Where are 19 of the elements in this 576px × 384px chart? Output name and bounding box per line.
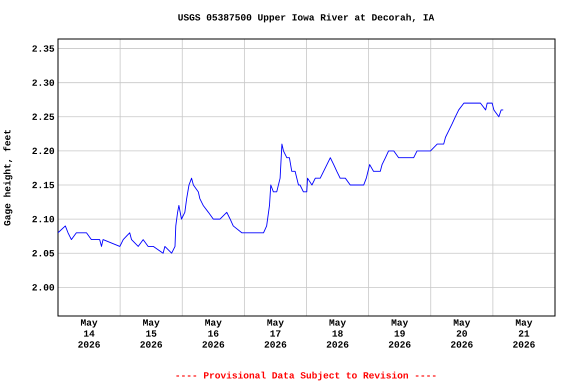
chart-title: USGS 05387500 Upper Iowa River at Decorah, IA	[178, 14, 434, 22]
y-axis-title: Gage height, feet	[3, 130, 12, 226]
x-tick-label: May 15 2026	[140, 319, 162, 348]
y-tick-label: 2.15	[32, 182, 54, 188]
x-tick-label: May 21 2026	[513, 319, 535, 348]
y-tick-label: 2.10	[32, 216, 54, 222]
y-tick-label: 2.30	[32, 79, 54, 86]
y-tick-label: 2.00	[32, 284, 54, 291]
x-tick-label: May 14 2026	[78, 319, 100, 348]
x-tick-label: May 17 2026	[264, 319, 286, 348]
text: ---- Provisional Data Subject to Revision ----	[176, 372, 436, 380]
x-tick-label: May 20 2026	[450, 319, 473, 348]
x-tick-label: May 19 2026	[388, 319, 411, 348]
y-tick-label: 2.25	[32, 114, 54, 120]
y-tick-label: 2.35	[32, 45, 54, 52]
y-tick-label: 2.20	[32, 148, 54, 154]
x-tick-label: May 16 2026	[202, 319, 224, 348]
x-tick-label: May 18 2026	[326, 319, 348, 348]
y-tick-label: 2.05	[32, 250, 54, 256]
